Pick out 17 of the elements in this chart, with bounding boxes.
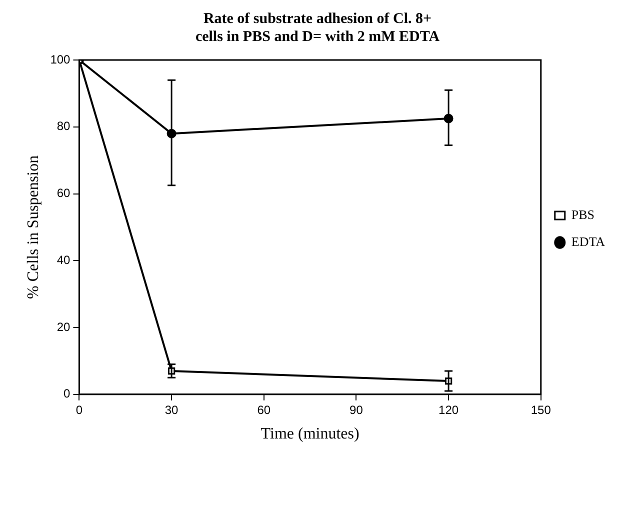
y-tick-label: 100: [50, 52, 71, 66]
x-tick-label: 0: [76, 402, 83, 417]
legend-label: PBS: [571, 206, 595, 222]
y-axis-title: % Cells in Suspension: [24, 155, 42, 299]
legend-label: EDTA: [571, 234, 606, 249]
x-tick-label: 120: [438, 402, 459, 417]
y-tick-label: 0: [64, 386, 71, 401]
x-tick-label: 150: [530, 402, 552, 417]
x-tick-label: 60: [257, 402, 271, 417]
x-axis-title: Time (minutes): [260, 426, 360, 443]
y-tick-label: 20: [56, 320, 71, 334]
y-tick-label: 80: [56, 119, 71, 134]
x-tick-label: 90: [350, 402, 364, 417]
x-tick-label: 30: [164, 402, 179, 417]
y-tick-label: 40: [56, 252, 71, 267]
y-tick-label: 60: [56, 186, 71, 200]
chart-title: Rate of substrate adhesion of Cl. 8+ cells in PBS and D= with 2 mM EDTA: [195, 10, 440, 45]
